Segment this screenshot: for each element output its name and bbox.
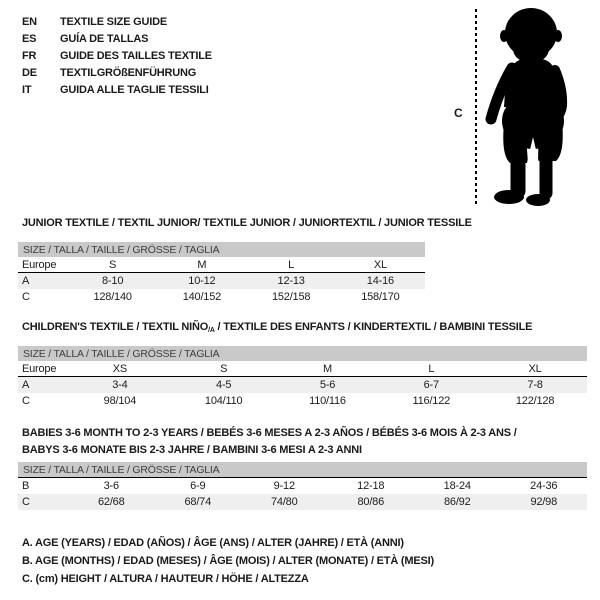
height-dashed-line	[475, 9, 477, 205]
guide-title-fr: GUIDE DES TAILLES TEXTILE	[60, 49, 212, 62]
age-cell: 7-8	[527, 379, 543, 391]
height-row: C 128/140 140/152 152/158 158/170	[18, 289, 425, 305]
size-cell: M	[197, 258, 207, 271]
row-label: A	[22, 275, 30, 287]
language-code: ES	[22, 32, 37, 45]
row-label: C	[22, 496, 30, 508]
language-code: IT	[22, 83, 32, 96]
age-cell: 3-4	[112, 379, 128, 391]
age-cell: 9-12	[273, 480, 295, 492]
language-code: FR	[22, 49, 37, 62]
age-cell: 6-9	[190, 480, 206, 492]
age-cell: 24-36	[530, 480, 558, 492]
language-code: EN	[22, 15, 37, 28]
age-cell: 5-6	[319, 379, 336, 391]
size-header-row: Europe XS S M L XL	[18, 361, 587, 377]
size-cell: S	[109, 258, 117, 271]
height-row: C 62/68 68/74 74/80 80/86 86/92 92/98	[18, 494, 587, 510]
baby-silhouette-image	[485, 8, 568, 206]
height-row: C 98/104 104/110 110/116 116/122 122/128	[18, 393, 587, 409]
children-table-title: CHILDREN'S TEXTILE / TEXTIL NIÑO/A / TEX…	[22, 321, 533, 334]
row-label: C	[22, 395, 30, 407]
height-cell: 140/152	[182, 291, 222, 303]
height-cell: 68/74	[184, 496, 212, 508]
junior-size-table: SIZE / TALLA / TAILLE / GRÖSSE / TAGLIA …	[18, 242, 425, 305]
note-height-cm: C. (cm) HEIGHT / ALTURA / HAUTEUR / HÖHE…	[22, 573, 309, 585]
children-table-title-text: CHILDREN'S TEXTILE / TEXTIL NIÑO	[22, 321, 209, 333]
height-cell: 128/140	[93, 291, 132, 303]
language-row-de: DE TEXTILGRÖßENFÜHRUNG	[22, 64, 212, 81]
height-cell: 116/122	[412, 395, 451, 407]
age-row: A 8-10 10-12 12-13 14-16	[18, 273, 425, 289]
height-cell: 152/158	[271, 291, 311, 303]
age-cell: 3-6	[103, 480, 120, 492]
height-marker-label: C	[454, 106, 463, 120]
height-cell: 158/170	[361, 291, 400, 303]
age-cell: 10-12	[188, 275, 216, 287]
guide-title-de: TEXTILGRÖßENFÜHRUNG	[60, 66, 197, 79]
region-label: Europe	[22, 258, 57, 271]
height-cell: 86/92	[443, 496, 471, 508]
age-cell: 14-16	[366, 275, 394, 287]
age-cell: 12-13	[277, 275, 305, 287]
height-cell: 92/98	[530, 496, 558, 508]
height-cell: 62/68	[97, 496, 125, 508]
region-label: Europe	[22, 362, 57, 375]
size-header-bar: SIZE / TALLA / TAILLE / GRÖSSE / TAGLIA	[18, 462, 587, 478]
row-label: C	[22, 291, 30, 303]
height-cell: 80/86	[357, 496, 385, 508]
height-cell: 104/110	[204, 395, 243, 407]
legend-notes: A. AGE (YEARS) / EDAD (AÑOS) / ÂGE (ANS)…	[22, 537, 434, 591]
height-cell: 98/104	[103, 395, 137, 407]
note-age-years: A. AGE (YEARS) / EDAD (AÑOS) / ÂGE (ANS)…	[22, 537, 404, 549]
children-size-table: SIZE / TALLA / TAILLE / GRÖSSE / TAGLIA …	[18, 346, 587, 409]
age-row: A 3-4 4-5 5-6 6-7 7-8	[18, 377, 587, 393]
age-cell: 6-7	[423, 379, 440, 391]
size-header-bar: SIZE / TALLA / TAILLE / GRÖSSE / TAGLIA	[18, 242, 425, 257]
size-header-row: Europe S M L XL	[18, 257, 425, 273]
language-code: DE	[22, 66, 37, 79]
height-cell: 74/80	[270, 496, 298, 508]
age-cell: 12-18	[357, 480, 385, 492]
babies-table-title-line2: BABYS 3-6 MONATE BIS 2-3 JAHRE / BAMBINI…	[22, 444, 362, 456]
height-cell: 122/128	[515, 395, 555, 407]
height-cell: 110/116	[309, 395, 346, 407]
size-cell: L	[288, 258, 295, 271]
guide-title-en: TEXTILE SIZE GUIDE	[60, 15, 168, 28]
guide-title-es: GUÍA DE TALLAS	[60, 32, 149, 45]
size-cell: L	[428, 362, 435, 375]
language-row-it: IT GUIDA ALLE TAGLIE TESSILI	[22, 81, 212, 98]
age-months-row: B 3-6 6-9 9-12 12-18 18-24 24-36	[18, 478, 587, 494]
babies-table-title-line1: BABIES 3-6 MONTH TO 2-3 YEARS / BEBÉS 3-…	[22, 427, 517, 439]
language-row-fr: FR GUIDE DES TAILLES TEXTILE	[22, 47, 212, 64]
junior-table-title-text: JUNIOR TEXTILE / TEXTIL JUNIOR/ TEXTILE …	[22, 217, 472, 229]
language-row-es: ES GUÍA DE TALLAS	[22, 30, 212, 47]
guide-title-it: GUIDA ALLE TAGLIE TESSILI	[60, 83, 209, 96]
size-cell: M	[323, 362, 332, 375]
row-label: A	[22, 379, 30, 391]
size-cell: XL	[528, 362, 542, 375]
age-cell: 8-10	[102, 275, 124, 287]
language-row-en: EN TEXTILE SIZE GUIDE	[22, 13, 212, 30]
row-label: B	[22, 480, 30, 492]
age-cell: 18-24	[443, 480, 471, 492]
size-header-bar: SIZE / TALLA / TAILLE / GRÖSSE / TAGLIA	[18, 346, 587, 361]
language-title-list: EN TEXTILE SIZE GUIDE ES GUÍA DE TALLAS …	[22, 13, 212, 98]
children-table-title-suffix: / TEXTILE DES ENFANTS / KINDERTEXTIL / B…	[214, 321, 533, 333]
size-cell: XL	[373, 258, 387, 271]
size-cell: XS	[112, 362, 128, 375]
size-cell: S	[220, 362, 228, 375]
note-age-months: B. AGE (MONTHS) / EDAD (MESES) / ÂGE (MO…	[22, 555, 434, 567]
age-cell: 4-5	[216, 379, 232, 391]
children-table-title-subscript: /A	[208, 327, 215, 334]
babies-table-title: BABIES 3-6 MONTH TO 2-3 YEARS / BEBÉS 3-…	[22, 425, 517, 459]
babies-size-table: SIZE / TALLA / TAILLE / GRÖSSE / TAGLIA …	[18, 462, 587, 510]
junior-table-title: JUNIOR TEXTILE / TEXTIL JUNIOR/ TEXTILE …	[22, 217, 472, 229]
